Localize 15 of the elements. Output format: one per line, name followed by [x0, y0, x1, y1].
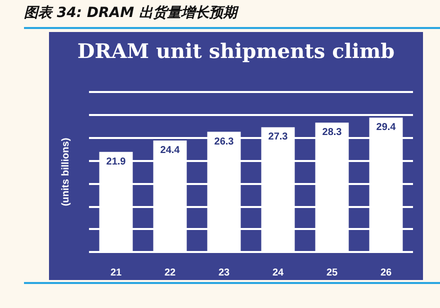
data-label: 24.4: [160, 144, 180, 156]
x-tick-label: 24: [272, 268, 284, 278]
x-tick-label: 21: [110, 268, 122, 278]
y-axis-title: (units billions): [60, 138, 72, 206]
chart-title: 图表 34: DRAM 出货量增长预期: [24, 4, 237, 22]
data-label: 28.3: [322, 127, 342, 138]
x-tick-label: 25: [326, 268, 338, 278]
x-tick-label: 23: [218, 268, 230, 278]
data-label: 21.9: [106, 156, 126, 168]
chart-subtitle: DRAM unit shipments climb: [77, 39, 395, 63]
x-tick-label: 26: [380, 268, 392, 278]
data-label: 26.3: [214, 136, 234, 148]
data-label: 29.4: [376, 122, 396, 134]
x-tick-label: 22: [164, 268, 176, 278]
data-label: 27.3: [268, 132, 288, 143]
